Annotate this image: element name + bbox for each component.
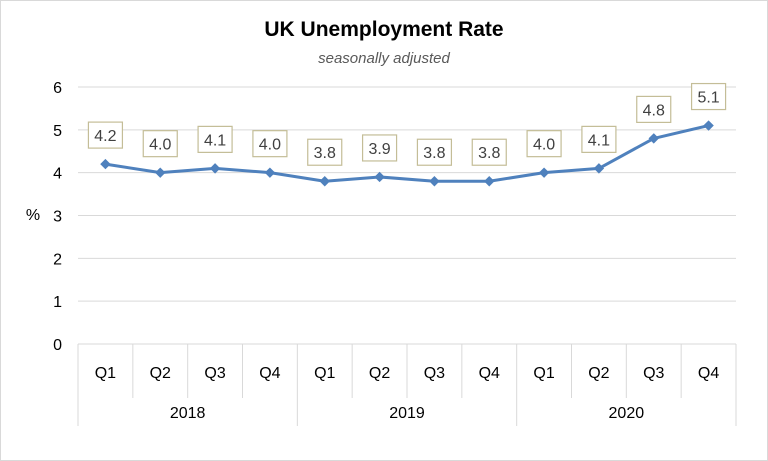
y-tick-label: 3 <box>53 209 62 226</box>
data-point <box>484 176 495 187</box>
data-label: 4.1 <box>588 132 610 149</box>
x-tick-label: Q4 <box>259 365 280 382</box>
y-axis-ticks: 0 1 2 3 4 5 6 <box>53 80 62 354</box>
y-tick-label: 4 <box>53 166 62 183</box>
data-point <box>100 158 111 170</box>
data-label: 4.0 <box>259 137 281 154</box>
x-tick-label: Q1 <box>95 365 116 382</box>
y-tick-label: 5 <box>53 123 62 140</box>
data-label-box <box>416 138 453 166</box>
data-label-box <box>581 125 617 153</box>
x-tick-label: Q2 <box>588 365 609 382</box>
data-label-box <box>526 130 562 158</box>
data-point <box>209 163 221 174</box>
data-label-box <box>87 121 124 149</box>
y-tick-label: 2 <box>53 251 62 268</box>
data-label: 5.1 <box>697 90 719 107</box>
x-tick-label: Q4 <box>479 365 500 382</box>
data-label-box <box>690 82 727 111</box>
data-point <box>155 167 166 178</box>
y-axis-label: % <box>26 207 40 224</box>
x-tick-label: Q1 <box>314 365 335 382</box>
x-axis: Q1 Q2 Q3 Q4 Q1 Q2 Q3 Q4 Q1 Q2 Q3 Q4 2018 2019 2020 <box>77 343 737 426</box>
data-point <box>319 176 330 187</box>
data-label: 3.8 <box>314 145 336 162</box>
x-tick-label: Q3 <box>643 365 664 382</box>
y-tick-label: 1 <box>53 294 62 311</box>
y-tick-label: 6 <box>53 80 62 97</box>
data-point <box>703 120 714 131</box>
x-group-label: 2018 <box>170 405 206 422</box>
data-labels: 4.2 4.0 4.1 4.0 3.8 3.9 3.8 3.8 4.0 4.1 4.8 5.1 <box>87 82 727 166</box>
data-point <box>374 171 385 183</box>
data-points <box>100 120 714 187</box>
data-label-box <box>307 138 343 166</box>
data-label: 3.8 <box>478 145 500 162</box>
x-tick-label: Q1 <box>533 365 554 382</box>
data-label-box <box>252 130 288 158</box>
x-tick-label: Q2 <box>150 365 171 382</box>
data-point <box>429 176 440 187</box>
data-label-box <box>636 95 672 124</box>
data-label-box <box>471 138 507 166</box>
data-label-box <box>197 125 233 153</box>
data-label: 4.8 <box>643 102 665 119</box>
data-label: 4.1 <box>204 132 226 149</box>
data-label: 3.8 <box>423 145 445 162</box>
chart-title: UK Unemployment Rate <box>264 18 504 41</box>
series-line <box>105 124 709 183</box>
data-label: 3.9 <box>368 141 390 158</box>
x-tick-label: Q3 <box>424 365 445 382</box>
data-point <box>593 163 605 174</box>
y-tick-label: 0 <box>53 337 62 354</box>
chart-subtitle: seasonally adjusted <box>318 50 450 67</box>
data-label-box <box>361 134 398 162</box>
data-point <box>648 133 659 144</box>
gridlines <box>78 86 736 302</box>
data-label: 4.0 <box>533 137 555 154</box>
data-label: 4.2 <box>94 128 116 145</box>
x-tick-label: Q4 <box>698 365 719 382</box>
series-path <box>105 124 709 183</box>
x-group-label: 2020 <box>609 405 645 422</box>
data-label-box <box>142 130 178 158</box>
data-label: 4.0 <box>149 137 171 154</box>
data-point <box>264 167 276 178</box>
x-tick-label: Q2 <box>369 365 390 382</box>
data-point <box>538 167 550 178</box>
x-group-label: 2019 <box>389 405 425 422</box>
x-tick-label: Q3 <box>204 365 225 382</box>
